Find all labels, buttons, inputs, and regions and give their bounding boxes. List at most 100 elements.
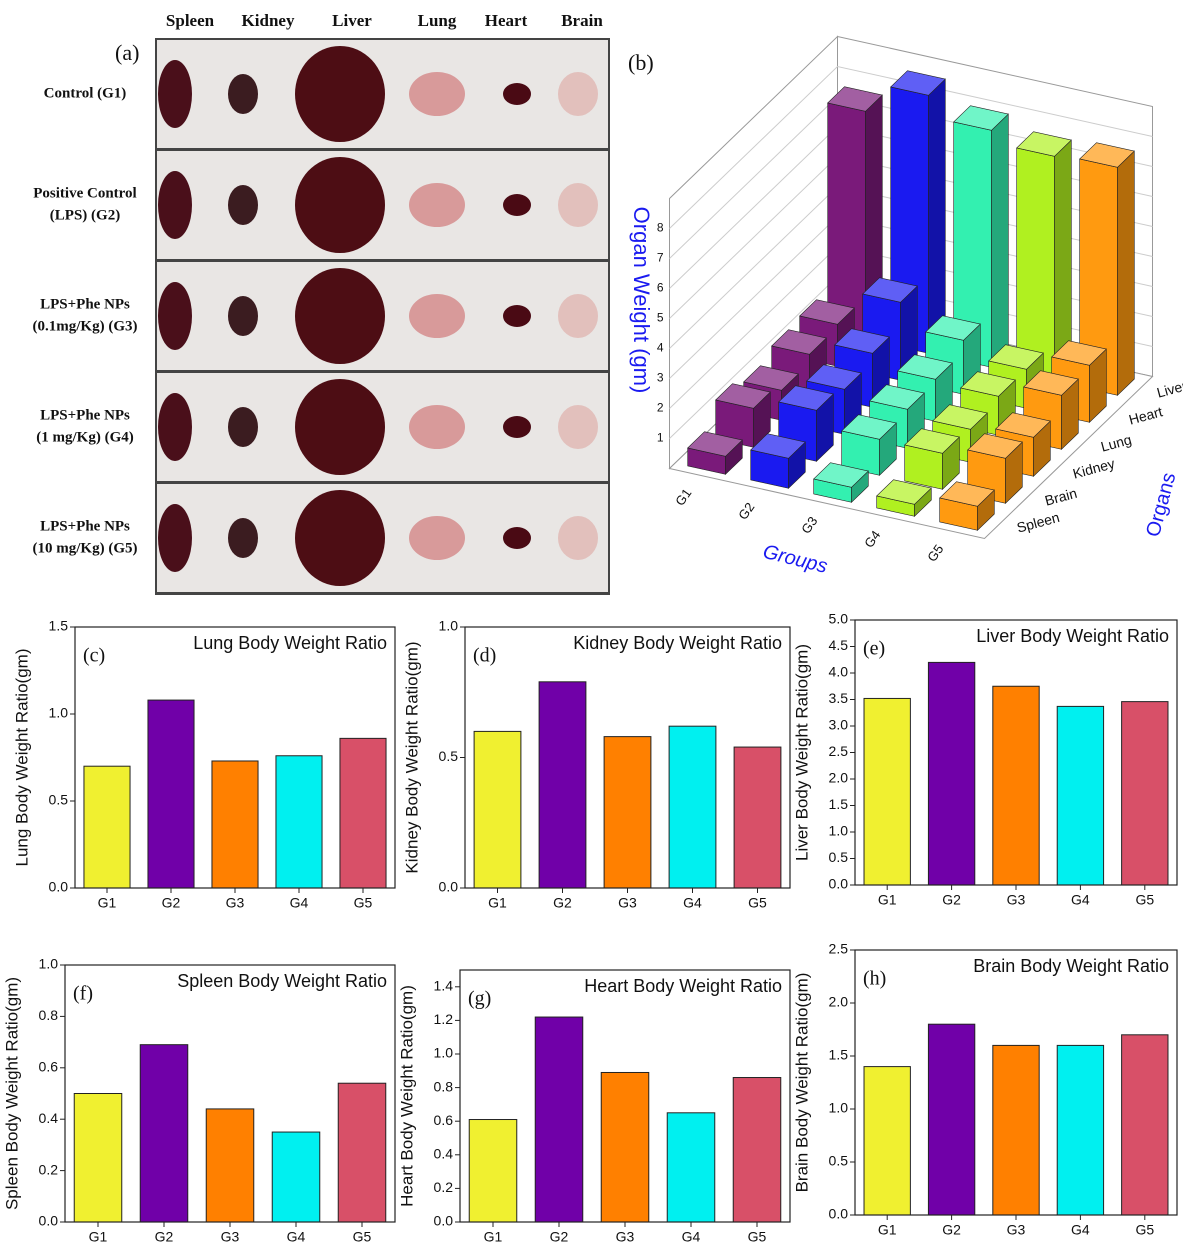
panel-label: (a) <box>115 40 139 65</box>
column-label: Spleen <box>166 11 215 30</box>
organ-photo <box>409 294 465 338</box>
bar <box>604 737 651 888</box>
y-tick-label: 0.6 <box>39 1059 59 1075</box>
bar <box>474 731 521 888</box>
organ-photo <box>228 185 258 225</box>
y-tick-label: 2.5 <box>829 743 849 759</box>
x-tick-label: G2 <box>162 895 181 911</box>
organ-photo <box>409 72 465 116</box>
organ-photo <box>158 171 192 239</box>
organ-photo <box>228 296 258 336</box>
y-tick-label: 0.0 <box>39 1213 59 1229</box>
y-tick-label: 5.0 <box>829 611 849 627</box>
y-tick-label: 0.2 <box>39 1161 59 1177</box>
row-label: (0.1mg/Kg) (G3) <box>33 318 138 334</box>
bar <box>338 1083 386 1222</box>
bar <box>74 1094 122 1223</box>
organ-photo <box>558 405 598 449</box>
z-axis-label: Organ Weight (gm) <box>629 207 654 394</box>
column-label: Kidney <box>242 11 295 30</box>
x-tick-label: G4 <box>682 1229 701 1244</box>
y-axis-label: Lung Body Weight Ratio(gm) <box>12 649 31 867</box>
bar <box>535 1017 583 1222</box>
organ-photo <box>228 518 258 558</box>
x-tick-label: G3 <box>616 1229 635 1244</box>
organ-photo <box>228 74 258 114</box>
organ-photo <box>503 527 531 549</box>
y-tick-label: 0.4 <box>39 1110 59 1126</box>
x-tick-label: G5 <box>354 895 373 911</box>
row-label: Positive Control <box>33 185 136 201</box>
x-tick-label: G2 <box>942 1222 961 1238</box>
y-tick-label: 0.5 <box>49 792 69 808</box>
x-tick-label: G1 <box>878 1222 897 1238</box>
bar-3d <box>905 429 960 490</box>
x-tick-label: G5 <box>748 1229 767 1244</box>
y-tick-label: 0.0 <box>439 879 459 895</box>
bar <box>669 726 716 888</box>
y-tick-label: 2.0 <box>829 770 849 786</box>
y-tick-label: 0.4 <box>434 1146 454 1162</box>
y-tick-label: 4.0 <box>829 664 849 680</box>
depth-tick-label: Spleen <box>1015 509 1061 536</box>
y-tick-label: 2.0 <box>829 994 849 1010</box>
x-tick-label: G3 <box>1007 1222 1026 1238</box>
y-tick-label: 0.5 <box>829 849 849 865</box>
y-tick-label: 0.5 <box>829 1153 849 1169</box>
x-tick-label: G1 <box>484 1229 503 1244</box>
y-axis-label: Spleen Body Weight Ratio(gm) <box>2 977 21 1210</box>
bar <box>1057 1045 1103 1215</box>
x-tick-label: G1 <box>672 486 694 509</box>
x-tick-label: G4 <box>290 895 309 911</box>
y-axis-label: Kidney Body Weight Ratio(gm) <box>402 641 421 873</box>
organ-photo <box>295 268 385 364</box>
organ-photo <box>558 183 598 227</box>
row-label: (1 mg/Kg) (G4) <box>36 429 133 445</box>
row-label: LPS+Phe NPs <box>40 518 130 534</box>
depth-tick-label: Kidney <box>1071 455 1116 482</box>
depth-tick-label: Heart <box>1127 403 1164 427</box>
x-tick-label: G4 <box>1071 1222 1090 1238</box>
x-tick-label: G2 <box>550 1229 569 1244</box>
depth-axis-label: Organs <box>1142 470 1180 539</box>
organ-photo <box>295 490 385 586</box>
bar-3d <box>1017 132 1072 382</box>
bar-side <box>929 79 946 353</box>
row-label: (LPS) (G2) <box>50 207 120 223</box>
chart-title: Spleen Body Weight Ratio <box>177 971 387 991</box>
x-tick-label: G3 <box>221 1229 240 1244</box>
bar <box>1122 702 1168 885</box>
x-tick-label: G3 <box>1007 892 1026 908</box>
bar-3d <box>842 415 897 476</box>
bar <box>1057 706 1103 885</box>
x-tick-label: G3 <box>226 895 245 911</box>
row-label: Control (G1) <box>44 85 127 101</box>
organ-photo <box>558 72 598 116</box>
z-tick-label: 8 <box>657 221 664 235</box>
bar <box>84 766 130 888</box>
x-tick-label: G5 <box>1135 892 1154 908</box>
z-tick-label: 3 <box>657 371 664 385</box>
x-tick-label: G4 <box>683 895 702 911</box>
column-label: Brain <box>561 11 603 30</box>
panel-label: (g) <box>468 988 491 1010</box>
y-tick-label: 1.0 <box>829 1100 849 1116</box>
column-label: Liver <box>332 11 372 30</box>
bar-side <box>1118 151 1135 395</box>
bar <box>928 662 974 885</box>
y-tick-label: 1.0 <box>49 705 69 721</box>
chart-title: Liver Body Weight Ratio <box>976 626 1169 646</box>
y-tick-label: 0.0 <box>434 1213 454 1229</box>
column-label: Lung <box>418 11 457 30</box>
y-tick-label: 1.0 <box>439 618 459 634</box>
y-tick-label: 1.2 <box>434 1011 454 1027</box>
bar <box>469 1120 517 1222</box>
panel-label: (d) <box>473 645 496 667</box>
bar <box>148 700 194 888</box>
organ-photo <box>158 60 192 128</box>
y-tick-label: 1.5 <box>49 618 69 634</box>
bar <box>340 738 386 888</box>
depth-tick-label: Liver <box>1155 377 1183 400</box>
depth-tick-label: Brain <box>1043 485 1079 509</box>
y-tick-label: 0.8 <box>434 1078 454 1094</box>
